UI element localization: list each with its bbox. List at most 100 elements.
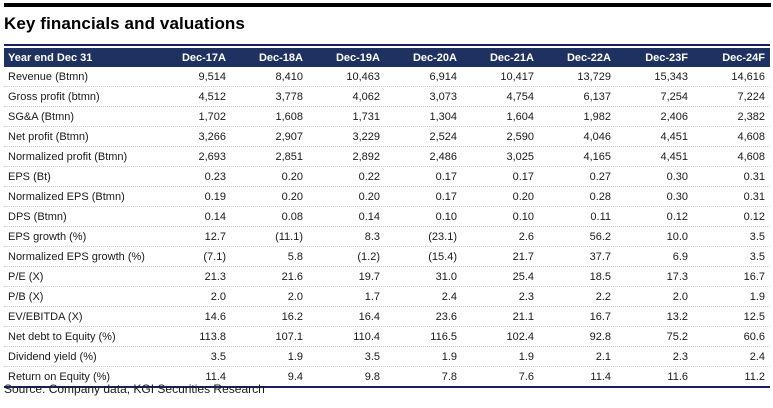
cell-value: (7.1) <box>203 250 226 263</box>
cell-value: 2.0 <box>287 290 303 303</box>
column-header: Dec-20A <box>412 51 457 64</box>
cell-value: 0.11 <box>590 210 611 223</box>
cell-value: 14,616 <box>731 70 765 83</box>
cell-value: 107.1 <box>275 330 303 343</box>
cell-value: 1,304 <box>429 110 457 123</box>
cell-value: 37.7 <box>589 250 611 263</box>
cell-value: 0.10 <box>435 210 457 223</box>
cell-value: 2,693 <box>198 150 226 163</box>
cell-value: 21.3 <box>204 270 226 283</box>
cell-value: 0.20 <box>358 190 380 203</box>
cell-value: 16.4 <box>358 310 380 323</box>
column-header: Dec-23F <box>645 51 688 64</box>
cell-value: 17.3 <box>666 270 688 283</box>
cell-value: 11.4 <box>590 370 611 383</box>
cell-value: 11.2 <box>744 370 765 383</box>
cell-value: 18.5 <box>589 270 611 283</box>
cell-value: 7,254 <box>660 90 688 103</box>
cell-value: 16.7 <box>589 310 611 323</box>
cell-value: 1,604 <box>506 110 534 123</box>
row-label: P/E (X) <box>8 270 44 283</box>
cell-value: 4,165 <box>583 150 611 163</box>
cell-value: 8.3 <box>364 230 380 243</box>
cell-value: 11.4 <box>205 370 226 383</box>
cell-value: 0.28 <box>589 190 611 203</box>
cell-value: 10,417 <box>500 70 534 83</box>
cell-value: 4,062 <box>352 90 380 103</box>
cell-value: 1,982 <box>583 110 611 123</box>
cell-value: 1,608 <box>275 110 303 123</box>
cell-value: 4,046 <box>583 130 611 143</box>
row-label: Revenue (Btmn) <box>8 70 89 83</box>
row-label: EPS (Bt) <box>8 170 51 183</box>
cell-value: 0.23 <box>204 170 226 183</box>
column-header: Dec-18A <box>258 51 303 64</box>
cell-value: 3,025 <box>506 150 534 163</box>
cell-value: 1,731 <box>352 110 380 123</box>
row-label: Return on Equity (%) <box>8 370 111 383</box>
table-body: Revenue (Btmn) 9,514 8,410 10,463 6,914 10,41… <box>4 67 770 386</box>
cell-value: 11.6 <box>667 370 688 383</box>
table-row: Revenue (Btmn) 9,514 8,410 10,463 6,914 10,41… <box>4 67 770 87</box>
column-header: Dec-17A <box>181 51 226 64</box>
row-label: Dividend yield (%) <box>8 350 97 363</box>
cell-value: 12.7 <box>204 230 226 243</box>
cell-value: 1.9 <box>518 350 534 363</box>
table-header-row: Year end Dec 31 Dec-17A Dec-18A Dec-19A Dec-… <box>4 48 770 67</box>
cell-value: 102.4 <box>506 330 534 343</box>
cell-value: 0.17 <box>435 190 457 203</box>
cell-value: 3.5 <box>210 350 226 363</box>
cell-value: 0.20 <box>281 170 303 183</box>
row-label: Normalized EPS growth (%) <box>8 250 145 263</box>
row-label: Gross profit (btmn) <box>8 90 100 103</box>
cell-value: 116.5 <box>430 330 457 343</box>
row-label: DPS (Btmn) <box>8 210 67 223</box>
table-row: Net debt to Equity (%) 113.8 107.1 110.4 116… <box>4 327 770 347</box>
cell-value: 2,382 <box>737 110 765 123</box>
cell-value: 4,608 <box>737 130 765 143</box>
cell-value: 14.6 <box>204 310 226 323</box>
cell-value: 2.0 <box>672 290 688 303</box>
table-row: Normalized EPS growth (%) (7.1) 5.8 (1.2) (1… <box>4 247 770 267</box>
column-header: Dec-19A <box>335 51 380 64</box>
cell-value: 2.6 <box>518 230 534 243</box>
financials-table: Year end Dec 31 Dec-17A Dec-18A Dec-19A Dec-… <box>4 44 770 388</box>
top-divider <box>4 3 771 7</box>
table-row: P/B (X) 2.0 2.0 1.7 2.4 2.3 2.2 2.0 1.9 <box>4 287 770 307</box>
table-row: Return on Equity (%) 11.4 9.4 9.8 7.8 7.6 11.4… <box>4 367 770 386</box>
cell-value: 0.17 <box>512 170 534 183</box>
row-label: Normalized profit (Btmn) <box>8 150 128 163</box>
cell-value: 3,266 <box>198 130 226 143</box>
cell-value: 21.7 <box>512 250 534 263</box>
cell-value: 2.3 <box>672 350 688 363</box>
table-bottom-rule <box>4 386 770 388</box>
cell-value: 16.7 <box>743 270 765 283</box>
column-header: Dec-24F <box>722 51 765 64</box>
column-header: Dec-21A <box>489 51 534 64</box>
row-label: Normalized EPS (Btmn) <box>8 190 125 203</box>
cell-value: 4,451 <box>660 130 688 143</box>
cell-value: 0.19 <box>204 190 226 203</box>
cell-value: 2.4 <box>749 350 765 363</box>
cell-value: 4,754 <box>506 90 534 103</box>
cell-value: 5.8 <box>287 250 303 263</box>
cell-value: 60.6 <box>743 330 765 343</box>
cell-value: 23.6 <box>435 310 457 323</box>
cell-value: 1.9 <box>287 350 303 363</box>
cell-value: 25.4 <box>512 270 534 283</box>
cell-value: 0.31 <box>743 170 765 183</box>
cell-value: 21.1 <box>512 310 534 323</box>
cell-value: (1.2) <box>357 250 380 263</box>
cell-value: 110.4 <box>353 330 380 343</box>
cell-value: 2.4 <box>441 290 457 303</box>
table-row: EPS (Bt) 0.23 0.20 0.22 0.17 0.17 0.27 0.30 0.31 <box>4 167 770 187</box>
cell-value: 92.8 <box>589 330 611 343</box>
cell-value: (11.1) <box>275 230 303 243</box>
cell-value: 12.5 <box>743 310 765 323</box>
table-row: Net profit (Btmn) 3,266 2,907 3,229 2,524 2,5… <box>4 127 770 147</box>
cell-value: 6,137 <box>583 90 611 103</box>
cell-value: 1.7 <box>364 290 380 303</box>
cell-value: 6,914 <box>429 70 457 83</box>
cell-value: 15,343 <box>654 70 688 83</box>
